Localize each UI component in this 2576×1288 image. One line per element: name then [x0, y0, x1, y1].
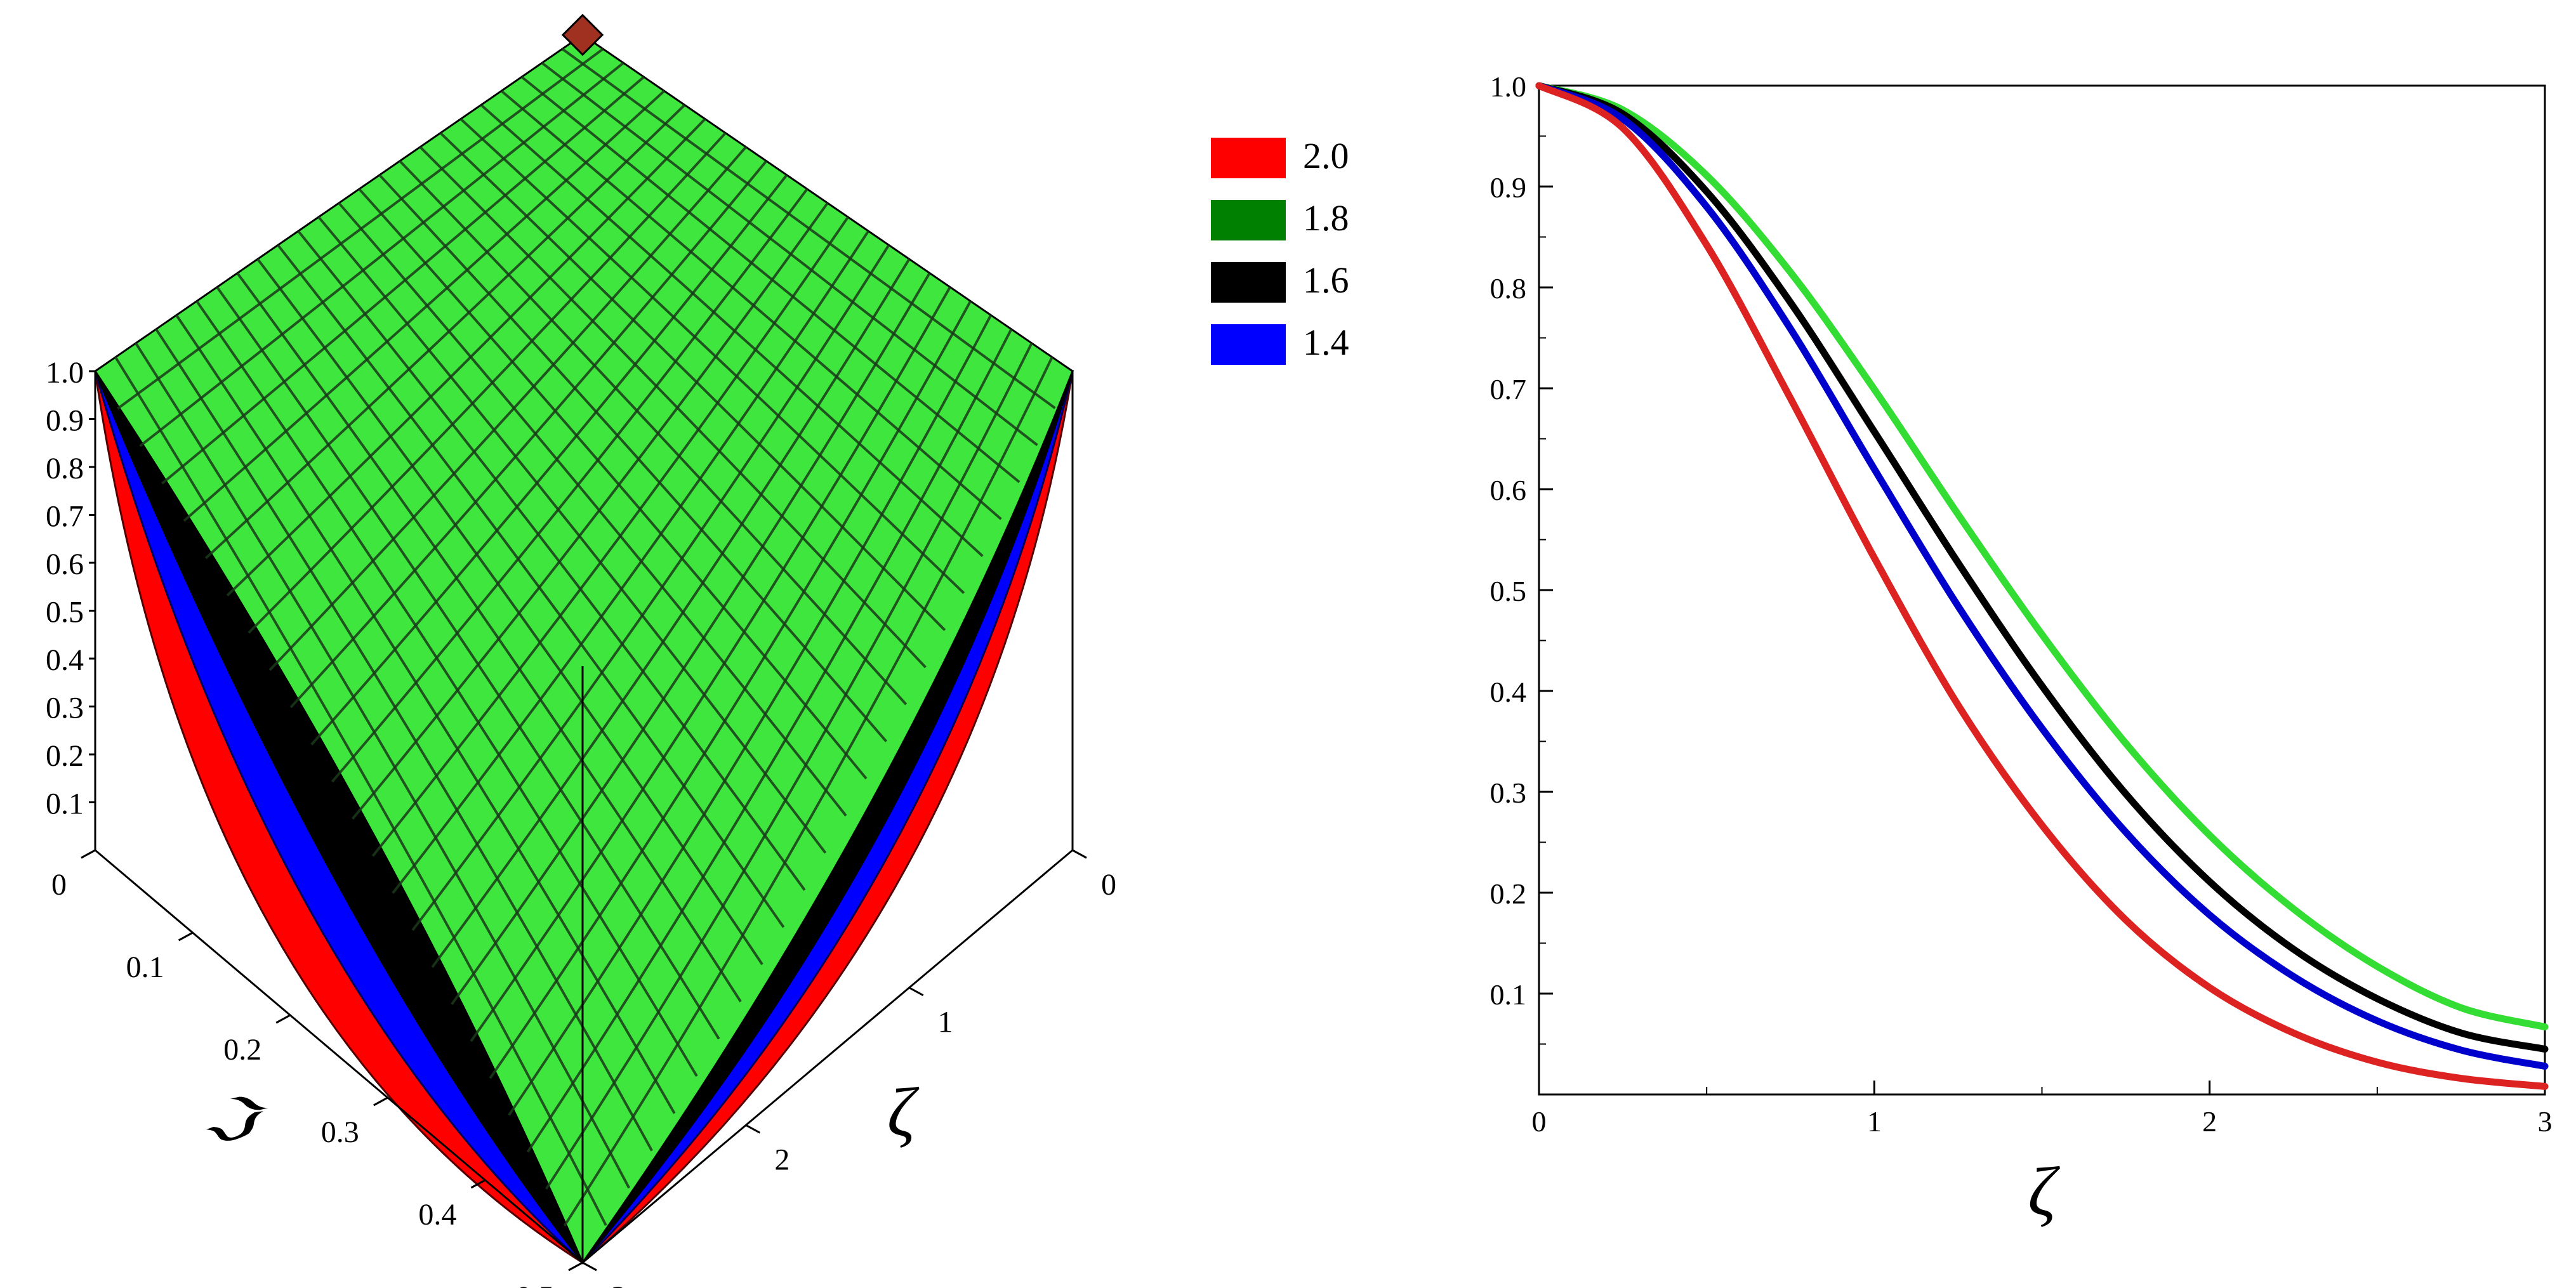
y-tick: [908, 987, 924, 996]
z-tick-label: 0.3: [46, 692, 84, 725]
x-tick-label: 0.2: [223, 1033, 261, 1067]
legend-swatch: [1209, 198, 1288, 242]
series-line: [1535, 82, 2549, 1053]
legend-swatch: [1209, 260, 1288, 305]
x-tick-label: 0: [51, 868, 67, 902]
z-tick-label: 0.8: [46, 452, 84, 485]
y-tick-label: 0: [1101, 868, 1116, 902]
legend: 2.0 1.8 1.6 1.4: [1209, 133, 1374, 382]
y-tick: [1072, 849, 1087, 859]
surface-mesh-line: [135, 342, 630, 1189]
x-tick-label: 2: [2202, 1105, 2217, 1138]
legend-label: 2.0: [1303, 135, 1349, 176]
x-axis-label: ζ: [2028, 1153, 2060, 1230]
x-tick-label: 0.3: [321, 1115, 359, 1149]
y-axis-line: [582, 849, 1073, 1264]
legend-item: 2.0: [1209, 133, 1374, 195]
series-line: [1535, 82, 2549, 1070]
x-tick: [470, 1179, 486, 1189]
y-tick-label: 0.7: [1490, 373, 1527, 405]
z-tick-label: 0.6: [46, 548, 84, 581]
x-tick-label: 0: [1532, 1105, 1547, 1138]
legend-item: 1.8: [1209, 195, 1374, 258]
x-tick-label: 0.1: [126, 950, 164, 984]
surface-mesh-line: [508, 314, 993, 1116]
series-line: [1535, 82, 2549, 1090]
surface-mesh-line: [114, 356, 607, 1226]
y-tick-label: 0.3: [1490, 777, 1527, 809]
x-tick-label: 3: [2538, 1105, 2553, 1138]
y-tick-label: 3: [611, 1280, 626, 1288]
y-tick-label: 0.6: [1490, 474, 1527, 506]
z-tick-label: 0.5: [46, 596, 84, 629]
surface-3d-plot: 0.1 0.2 0.3 0.4 0.5 0.6 0.7 0.8 0.9 1.0 0 0.1 0.2 0.3…: [46, 13, 1116, 1288]
x-tick: [373, 1096, 388, 1107]
x-axis-label: ℑ: [196, 1078, 272, 1164]
y-tick-label: 0.8: [1490, 272, 1527, 305]
z-tick-label: 0.9: [46, 404, 84, 438]
y-tick: [745, 1124, 761, 1134]
plot-frame: [1538, 84, 2546, 1096]
z-tick-label: 0.7: [46, 500, 84, 534]
z-tick-label: 0.4: [46, 643, 84, 677]
y-tick: [582, 1261, 597, 1272]
legend-label: 1.6: [1303, 260, 1349, 301]
y-tick-label: 0.4: [1490, 676, 1527, 708]
y-tick-label: 1.0: [1490, 70, 1527, 103]
x-tick: [568, 1261, 583, 1272]
x-tick: [275, 1014, 291, 1024]
y-tick-label: 0.1: [1490, 978, 1527, 1011]
x-tick-label: 1: [1867, 1105, 1882, 1138]
y-tick-label: 1: [938, 1006, 953, 1039]
y-tick-label: 0.9: [1490, 171, 1527, 204]
z-tick-label: 0.1: [46, 787, 84, 821]
y-tick-label: 0.2: [1490, 877, 1527, 910]
x-tick-label: 0.4: [418, 1198, 456, 1232]
surface-peak-marker: [561, 13, 604, 56]
legend-item: 1.4: [1209, 320, 1374, 382]
x-tick: [178, 931, 194, 942]
z-tick-label: 1.0: [46, 356, 84, 390]
y-tick-label: 2: [774, 1143, 789, 1176]
y-axis-label: ζ: [887, 1074, 920, 1151]
legend-item: 1.6: [1209, 258, 1374, 320]
legend-swatch: [1209, 322, 1288, 367]
legend-label: 1.8: [1303, 197, 1349, 239]
surface-mesh-line: [545, 342, 1033, 1190]
surface-mesh-line: [155, 328, 653, 1152]
x-tick-label: 0.5: [516, 1280, 554, 1288]
x-tick: [81, 849, 96, 859]
x-axis-line: [95, 849, 583, 1264]
z-tick-label: 0.2: [46, 739, 84, 773]
surface-mesh-line: [563, 357, 1054, 1227]
legend-label: 1.4: [1303, 322, 1349, 363]
series-line: [1535, 82, 2549, 1030]
surface-mesh-line: [526, 328, 1013, 1153]
legend-swatch: [1209, 136, 1288, 180]
y-tick-label: 0.5: [1490, 575, 1527, 607]
